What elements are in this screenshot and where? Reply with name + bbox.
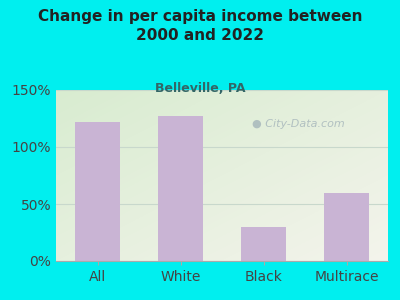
Bar: [241, 227, 286, 261]
Text: ● City-Data.com: ● City-Data.com: [252, 119, 345, 129]
Bar: [324, 193, 369, 261]
Text: Belleville, PA: Belleville, PA: [155, 82, 245, 95]
Text: Change in per capita income between
2000 and 2022: Change in per capita income between 2000…: [38, 9, 362, 43]
Bar: [75, 122, 120, 261]
Bar: [158, 116, 203, 261]
